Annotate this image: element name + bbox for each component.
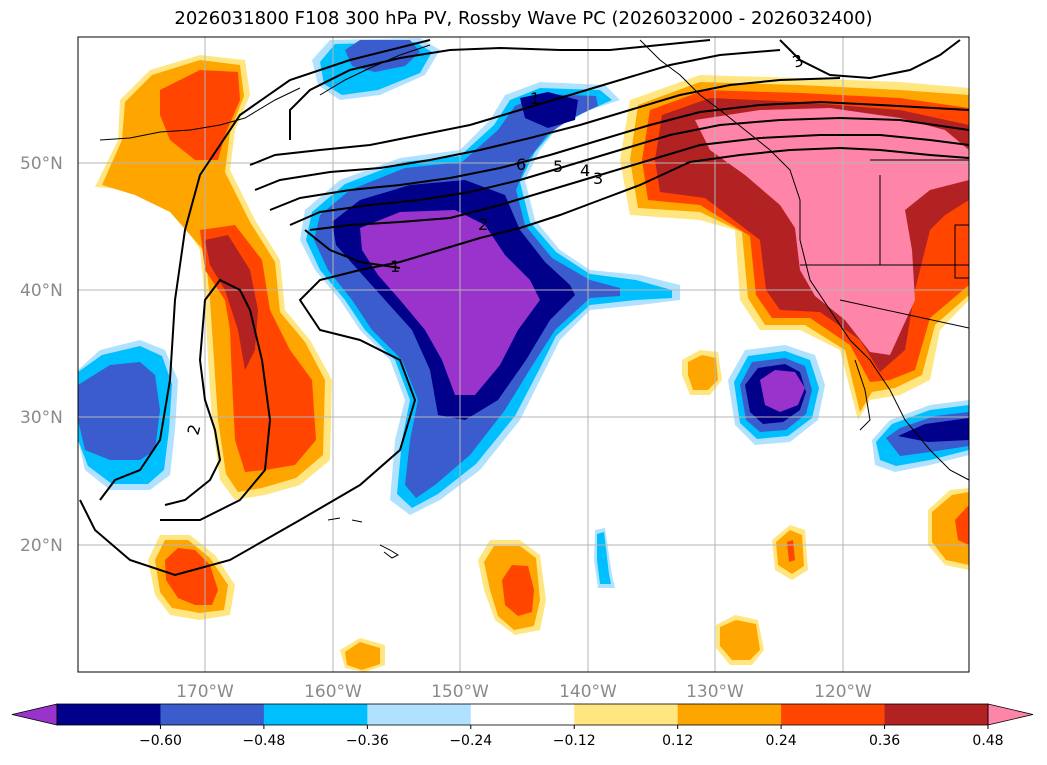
colorbar-segment [470,704,575,725]
lon-label-150w: 150°W [431,682,489,702]
lon-label-160w: 160°W [304,682,362,702]
lon-label-170w: 170°W [176,682,234,702]
colorbar-arrow-max [987,703,1034,726]
contour-lines [79,39,969,577]
contour-label: 2 [184,422,205,437]
contour-label: 1 [530,89,540,108]
colorbar-tick-label: 0.36 [869,733,900,749]
colorbar-tick-label: −0.48 [242,733,285,749]
map-title: 2026031800 F108 300 hPa PV, Rossby Wave … [174,8,873,29]
lat-label-30n: 30°N [20,408,63,428]
contour-label: 2 [478,215,488,234]
colorbar-segment [677,704,782,725]
colorbar-segment [160,704,265,725]
contour-label: 6 [516,155,526,174]
colorbar-tick-label: 0.12 [662,733,693,749]
contour-label: 1 [390,257,400,276]
colorbar-tick-label: −0.60 [139,733,182,749]
colorbar-tick-label: 0.48 [972,733,1003,749]
lon-label-140w: 140°W [559,682,617,702]
colorbar-outline [56,703,989,726]
colorbar-tick-label: 0.24 [766,733,797,749]
contour-label: 3 [593,169,603,188]
lat-label-40n: 40°N [20,281,63,301]
colorbar-tick-label: −0.24 [449,733,492,749]
colorbar-tick-label: −0.36 [346,733,389,749]
lon-label-130w: 130°W [686,682,744,702]
colorbar-segment [781,704,886,725]
colorbar-tick-label: −0.12 [553,733,596,749]
colorbar-segment [263,704,368,725]
contour-label: 4 [580,161,590,180]
lon-label-120w: 120°W [814,682,872,702]
lat-label-20n: 20°N [20,536,63,556]
colorbar-segment [367,704,472,725]
colorbar: −0.60 −0.48 −0.36 −0.24 −0.12 0.12 0.24 0.36 0.4… [11,703,1034,749]
colorbar-segment [57,704,161,725]
colorbar-arrow-min [11,703,58,726]
colorbar-segment [574,704,679,725]
lat-label-50n: 50°N [20,154,63,174]
shaded-field: 1 2 3 4 5 6 1 2 3 [78,37,969,672]
coastlines [99,39,969,559]
colorbar-segment [884,704,989,725]
contour-label: 5 [553,157,563,176]
